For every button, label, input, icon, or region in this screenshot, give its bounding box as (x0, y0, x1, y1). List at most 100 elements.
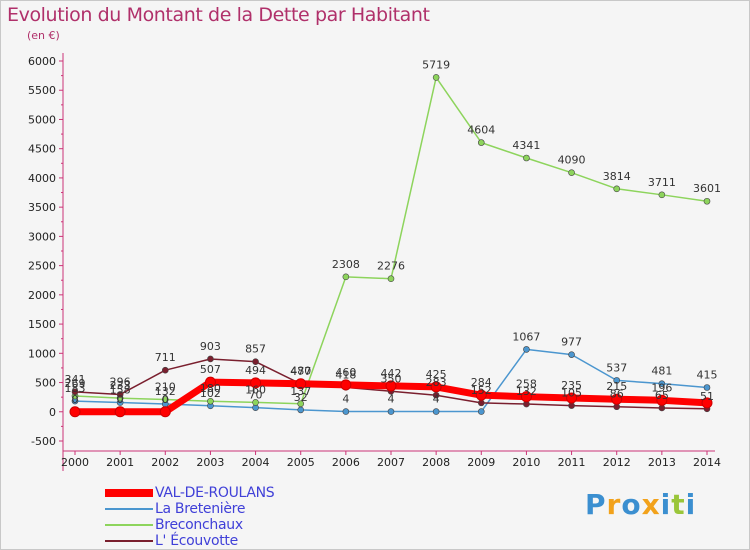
data-point (387, 275, 395, 283)
y-tick-label: 1500 (28, 318, 56, 331)
y-tick-label: 3500 (28, 201, 56, 214)
data-label: 70 (249, 389, 263, 402)
y-tick-label: 6000 (28, 55, 56, 68)
data-point (568, 169, 575, 176)
data-label: 4341 (512, 139, 540, 152)
data-label: 132 (155, 385, 176, 398)
data-label: 196 (651, 381, 672, 394)
data-point-val-de-roulans (340, 379, 352, 391)
logo-letter: i (660, 488, 672, 521)
legend-swatch-la-breteniere (105, 508, 153, 510)
legend-label-val-de-roulans: VAL-DE-ROULANS (155, 485, 275, 501)
y-tick-label: 3000 (28, 230, 56, 243)
data-point-val-de-roulans (656, 394, 668, 406)
legend-label-breconchaux: Breconchaux (155, 517, 243, 533)
data-label: 86 (610, 388, 624, 401)
data-label: 180 (200, 382, 221, 395)
x-tick-label: 2002 (151, 456, 179, 469)
data-label: 152 (471, 384, 492, 397)
y-tick-label: 2000 (28, 289, 56, 302)
data-label: 425 (426, 368, 447, 381)
data-label: 160 (245, 383, 266, 396)
data-label: 0 (162, 393, 169, 406)
data-point-val-de-roulans (69, 406, 81, 418)
logo-letter: o (621, 488, 642, 521)
legend-label-l-ecouvotte: L' Écouvotte (155, 533, 238, 549)
x-tick-label: 2009 (467, 456, 495, 469)
legend-swatch-l-ecouvotte (105, 540, 153, 542)
y-tick-label: 4500 (28, 143, 56, 156)
data-label: 137 (290, 385, 311, 398)
x-tick-label: 2013 (648, 456, 676, 469)
data-point (207, 355, 214, 363)
data-label: 102 (200, 387, 221, 400)
data-label: 857 (245, 343, 266, 356)
y-tick-label: 5500 (28, 84, 56, 97)
data-point (613, 185, 621, 193)
data-point (477, 139, 485, 146)
data-point-val-de-roulans (611, 393, 623, 405)
data-label: 0 (72, 393, 79, 406)
data-label: 233 (110, 379, 131, 392)
data-label: 283 (426, 376, 447, 389)
x-tick-label: 2005 (287, 456, 315, 469)
data-label: 158 (110, 384, 131, 397)
y-tick-label: 5000 (28, 113, 56, 126)
data-point-val-de-roulans (475, 389, 487, 401)
data-label: 4604 (467, 124, 495, 137)
y-tick-label: 0 (49, 406, 56, 419)
data-point (342, 273, 350, 281)
x-tick-label: 2010 (512, 456, 540, 469)
chart-subtitle: (en €) (27, 29, 60, 42)
x-tick-label: 2001 (106, 456, 134, 469)
data-label: 4 (433, 393, 440, 406)
y-tick-label: 4000 (28, 172, 56, 185)
data-point (523, 346, 530, 353)
x-tick-label: 2003 (196, 456, 224, 469)
data-point (71, 388, 79, 396)
data-label: 183 (65, 382, 86, 395)
legend-swatch-breconchaux (105, 524, 153, 526)
data-point-val-de-roulans (385, 380, 397, 392)
data-label: 32 (294, 391, 308, 404)
chart-title: Evolution du Montant de la Dette par Hab… (7, 4, 430, 26)
data-point (342, 408, 350, 415)
data-point (297, 406, 305, 414)
data-label: 350 (381, 372, 402, 385)
data-point (568, 351, 575, 358)
data-label: 4090 (558, 154, 586, 167)
data-point (432, 408, 440, 415)
data-label: 480 (290, 365, 311, 378)
data-point-val-de-roulans (159, 406, 171, 418)
data-point-val-de-roulans (430, 381, 442, 393)
data-label: 296 (110, 375, 131, 388)
data-label: 5719 (422, 58, 450, 71)
x-tick-label: 2008 (422, 456, 450, 469)
data-label: 235 (561, 379, 582, 392)
logo-letter: x (641, 488, 661, 521)
data-label: 3814 (603, 170, 631, 183)
data-point (658, 404, 666, 412)
data-label: 494 (245, 364, 266, 377)
data-point (432, 74, 440, 81)
data-point-val-de-roulans (295, 378, 307, 390)
data-label: 210 (155, 380, 176, 393)
data-label: 4 (342, 393, 349, 406)
x-tick-label: 2012 (603, 456, 631, 469)
data-label: 415 (697, 369, 718, 382)
data-label: 711 (155, 351, 176, 364)
data-label: 0 (117, 393, 124, 406)
data-label: 903 (200, 340, 221, 353)
data-label: 65 (655, 389, 669, 402)
logo-letter: P (585, 488, 607, 521)
data-label: 269 (65, 377, 86, 390)
data-point (161, 396, 169, 403)
data-label: 258 (516, 378, 537, 391)
data-label: 105 (561, 387, 582, 400)
data-point (252, 399, 259, 406)
x-tick-label: 2011 (558, 456, 586, 469)
data-label: 341 (65, 373, 86, 386)
data-point-val-de-roulans (204, 376, 216, 388)
data-point (116, 391, 124, 398)
